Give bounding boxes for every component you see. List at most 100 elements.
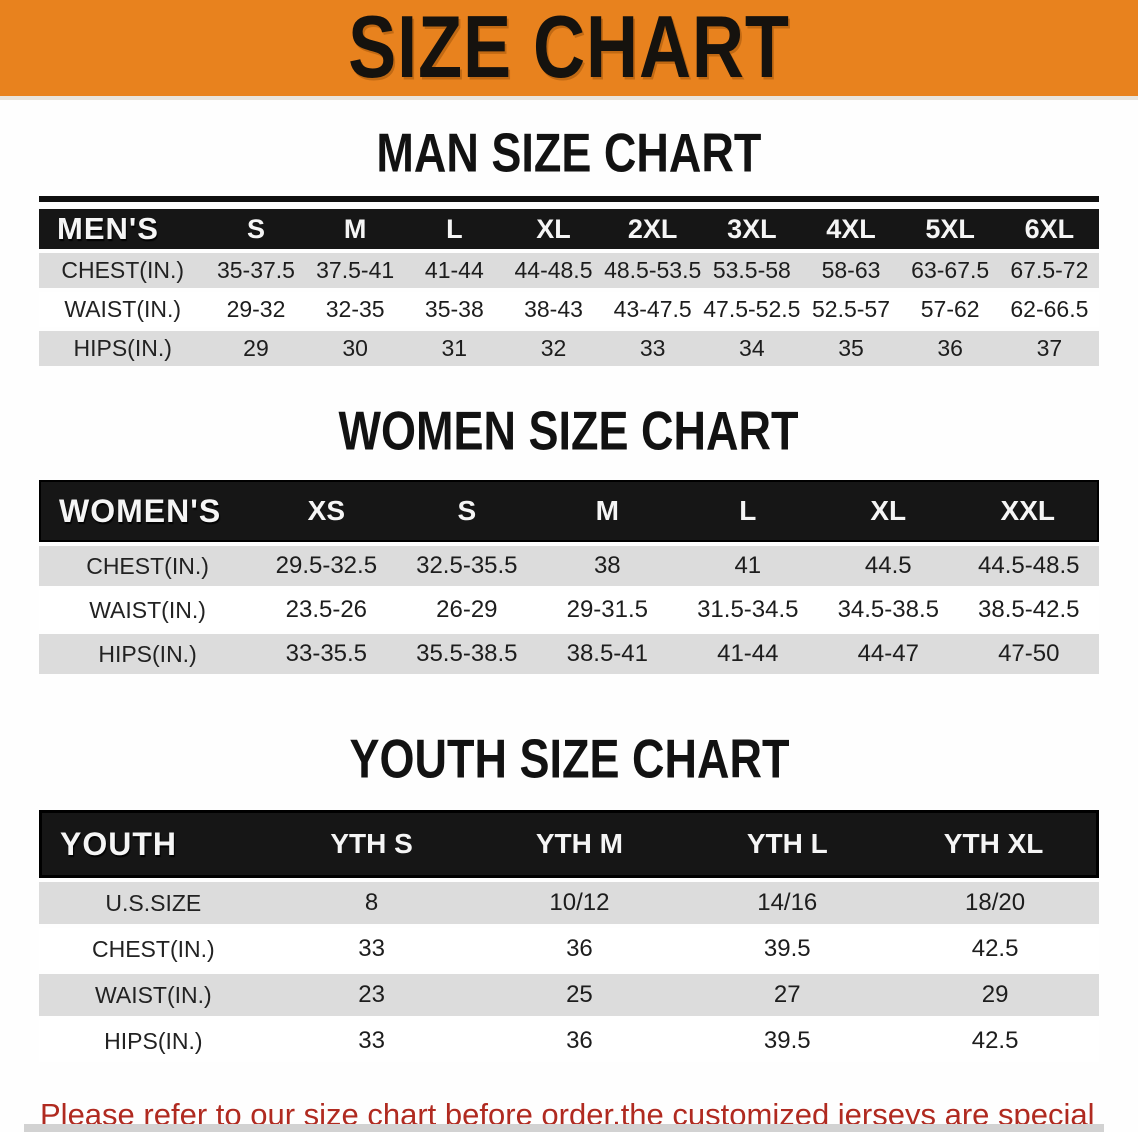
youth-header-row: YOUTH YTH S YTH M YTH L YTH XL: [39, 810, 1099, 878]
size-value-cell: 26-29: [396, 590, 538, 630]
size-value-cell: 33: [603, 331, 703, 366]
women-size-table: WOMEN'S XS S M L XL XXL CHEST(IN.) 29.5-32.5 32.5…: [39, 476, 1099, 678]
size-chart-banner: SIZE CHART: [0, 0, 1138, 100]
men-column-5xl: 5XL: [900, 209, 1000, 249]
youth-size-table-wrap: YOUTH YTH S YTH M YTH L YTH XL U.S.SIZE 8 10/12…: [39, 806, 1099, 1066]
youth-section-heading-text: YOUTH SIZE CHART: [348, 728, 790, 790]
size-value-cell: 32-35: [305, 292, 405, 327]
youth-column-yth-l: YTH L: [683, 810, 892, 878]
size-value-cell: 30: [305, 331, 405, 366]
men-column-m: M: [305, 209, 405, 249]
women-table-title: WOMEN'S: [39, 480, 257, 542]
size-value-cell: 23.5-26: [256, 590, 397, 630]
size-value-cell: 29: [206, 331, 306, 366]
youth-size-table: YOUTH YTH S YTH M YTH L YTH XL U.S.SIZE 8 10/12…: [39, 806, 1099, 1066]
size-value-cell: 34: [702, 331, 802, 366]
women-header-row: WOMEN'S XS S M L XL XXL: [39, 480, 1099, 542]
size-value-cell: 44-47: [818, 634, 959, 674]
women-section-heading: WOMEN SIZE CHART: [0, 400, 1138, 462]
size-value-cell: 32.5-35.5: [396, 546, 538, 586]
size-value-cell: 10/12: [475, 882, 684, 924]
women-row-hips-in: HIPS(IN.) 33-35.5 35.5-38.5 38.5-41 41-44 44-…: [39, 634, 1099, 674]
youth-column-yth-xl: YTH XL: [891, 810, 1099, 878]
size-value-cell: 42.5: [891, 928, 1099, 970]
row-label: WAIST(IN.): [39, 590, 257, 630]
row-label: CHEST(IN.): [39, 546, 257, 586]
men-column-s: S: [206, 209, 306, 249]
size-value-cell: 36: [900, 331, 1000, 366]
row-label: HIPS(IN.): [39, 634, 257, 674]
size-value-cell: 47.5-52.5: [702, 292, 802, 327]
size-value-cell: 47-50: [958, 634, 1099, 674]
size-value-cell: 63-67.5: [900, 253, 1000, 288]
youth-table-title: YOUTH: [39, 810, 268, 878]
men-column-l: L: [404, 209, 504, 249]
youth-column-yth-s: YTH S: [267, 810, 476, 878]
size-value-cell: 52.5-57: [801, 292, 901, 327]
men-header-row: MEN'S S M L XL 2XL 3XL 4XL 5XL 6XL: [39, 209, 1099, 249]
size-value-cell: 57-62: [900, 292, 1000, 327]
men-row-chest-in: CHEST(IN.) 35-37.5 37.5-41 41-44 44-48.5 48.5…: [39, 253, 1099, 288]
size-value-cell: 18/20: [891, 882, 1099, 924]
women-size-table-wrap: WOMEN'S XS S M L XL XXL CHEST(IN.) 29.5-32.5 32.5…: [39, 476, 1099, 678]
size-value-cell: 31.5-34.5: [677, 590, 819, 630]
women-column-m: M: [537, 480, 678, 542]
size-value-cell: 23: [267, 974, 476, 1016]
size-value-cell: 39.5: [683, 928, 892, 970]
size-value-cell: 38.5-42.5: [958, 590, 1099, 630]
men-table-top-rule: [39, 196, 1099, 202]
size-value-cell: 41-44: [404, 253, 504, 288]
size-value-cell: 44.5-48.5: [958, 546, 1099, 586]
row-label: HIPS(IN.): [39, 1020, 268, 1062]
women-row-chest-in: CHEST(IN.) 29.5-32.5 32.5-35.5 38 41 44.5 44.5…: [39, 546, 1099, 586]
men-column-2xl: 2XL: [603, 209, 703, 249]
size-value-cell: 38.5-41: [537, 634, 678, 674]
youth-column-yth-m: YTH M: [475, 810, 684, 878]
size-value-cell: 67.5-72: [999, 253, 1099, 288]
size-value-cell: 14/16: [683, 882, 892, 924]
size-value-cell: 29: [891, 974, 1099, 1016]
women-column-xs: XS: [256, 480, 397, 542]
row-label: WAIST(IN.): [39, 292, 207, 327]
size-value-cell: 36: [475, 928, 684, 970]
size-value-cell: 42.5: [891, 1020, 1099, 1062]
size-value-cell: 27: [683, 974, 892, 1016]
size-value-cell: 41: [677, 546, 819, 586]
size-value-cell: 35-38: [404, 292, 504, 327]
banner-title: SIZE CHART: [348, 0, 790, 97]
women-column-xxl: XXL: [958, 480, 1099, 542]
size-value-cell: 29-32: [206, 292, 306, 327]
size-value-cell: 33: [267, 1020, 476, 1062]
size-value-cell: 36: [475, 1020, 684, 1062]
women-row-waist-in: WAIST(IN.) 23.5-26 26-29 29-31.5 31.5-34.5 34…: [39, 590, 1099, 630]
size-value-cell: 33-35.5: [256, 634, 397, 674]
size-value-cell: 33: [267, 928, 476, 970]
size-value-cell: 35-37.5: [206, 253, 306, 288]
women-column-xl: XL: [818, 480, 959, 542]
size-value-cell: 43-47.5: [603, 292, 703, 327]
size-value-cell: 48.5-53.5: [603, 253, 703, 288]
men-table-title: MEN'S: [39, 209, 207, 249]
size-value-cell: 38: [537, 546, 678, 586]
size-value-cell: 53.5-58: [702, 253, 802, 288]
men-section-heading-text: MAN SIZE CHART: [376, 122, 762, 184]
men-column-4xl: 4XL: [801, 209, 901, 249]
size-value-cell: 29.5-32.5: [256, 546, 397, 586]
row-label: CHEST(IN.): [39, 928, 268, 970]
size-value-cell: 34.5-38.5: [818, 590, 959, 630]
youth-row-chest-in: CHEST(IN.) 33 36 39.5 42.5: [39, 928, 1099, 970]
row-label: WAIST(IN.): [39, 974, 268, 1016]
size-value-cell: 41-44: [677, 634, 819, 674]
youth-row-hips-in: HIPS(IN.) 33 36 39.5 42.5: [39, 1020, 1099, 1062]
size-value-cell: 44-48.5: [503, 253, 604, 288]
youth-section-heading: YOUTH SIZE CHART: [0, 728, 1138, 790]
row-label: CHEST(IN.): [39, 253, 207, 288]
size-value-cell: 44.5: [818, 546, 959, 586]
men-row-hips-in: HIPS(IN.) 29 30 31 32 33 34 35 36 37: [39, 331, 1099, 366]
size-value-cell: 62-66.5: [999, 292, 1099, 327]
size-value-cell: 29-31.5: [537, 590, 678, 630]
size-value-cell: 8: [267, 882, 476, 924]
youth-row-waist-in: WAIST(IN.) 23 25 27 29: [39, 974, 1099, 1016]
women-column-s: S: [396, 480, 538, 542]
